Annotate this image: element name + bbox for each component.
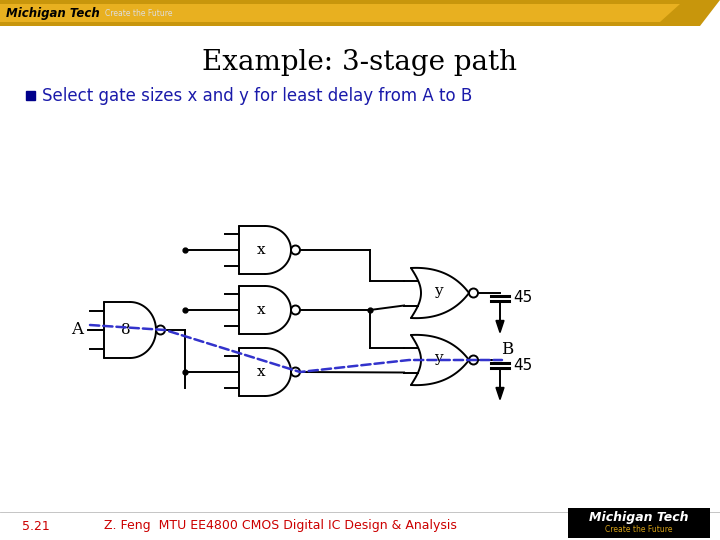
Text: x: x [257, 365, 265, 379]
Text: Z. Feng  MTU EE4800 CMOS Digital IC Design & Analysis: Z. Feng MTU EE4800 CMOS Digital IC Desig… [104, 519, 456, 532]
Text: Create the Future: Create the Future [606, 525, 672, 535]
Circle shape [469, 288, 478, 298]
Text: 45: 45 [513, 291, 532, 306]
Text: x: x [257, 243, 265, 257]
Text: A: A [71, 321, 83, 339]
Text: x: x [257, 303, 265, 317]
Text: Example: 3-stage path: Example: 3-stage path [202, 49, 518, 76]
Text: y: y [433, 351, 442, 365]
Polygon shape [496, 388, 504, 400]
Polygon shape [0, 4, 680, 22]
Text: 5.21: 5.21 [22, 519, 50, 532]
Circle shape [291, 306, 300, 314]
Polygon shape [0, 0, 720, 26]
Text: y: y [433, 284, 442, 298]
Text: Create the Future: Create the Future [105, 9, 173, 17]
Circle shape [469, 355, 478, 364]
Circle shape [156, 326, 165, 334]
Text: Select gate sizes x and y for least delay from A to B: Select gate sizes x and y for least dela… [42, 87, 472, 105]
FancyBboxPatch shape [568, 508, 710, 538]
Circle shape [291, 368, 300, 376]
Text: B: B [501, 341, 513, 359]
Text: Michigan Tech: Michigan Tech [6, 6, 100, 19]
Text: Michigan Tech: Michigan Tech [589, 511, 689, 524]
Text: 8: 8 [121, 323, 131, 337]
Circle shape [291, 246, 300, 254]
Polygon shape [496, 321, 504, 333]
Text: 45: 45 [513, 357, 532, 373]
Bar [26, 91, 35, 100]
